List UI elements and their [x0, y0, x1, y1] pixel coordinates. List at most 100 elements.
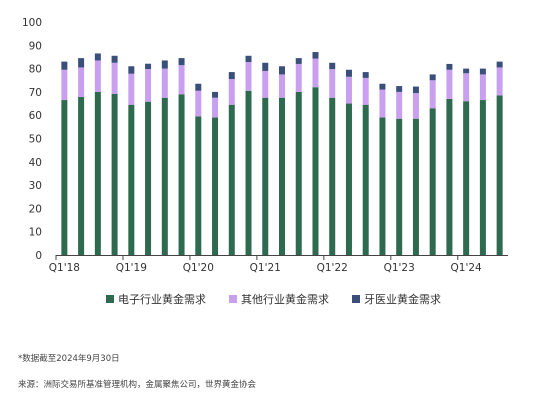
bar-segment-2: [262, 70, 269, 98]
bar-segment-2: [329, 69, 336, 98]
bars: [61, 52, 503, 256]
y-tick-label: 0: [35, 250, 42, 262]
bar-segment-3: [396, 86, 403, 92]
bar-segment-3: [245, 55, 252, 63]
bar-segment-1: [94, 91, 101, 256]
bar-segment-1: [496, 95, 503, 255]
bar-segment-1: [78, 97, 85, 255]
bar-segment-2: [396, 91, 403, 119]
bar-segment-3: [496, 61, 503, 68]
bar-segment-2: [161, 68, 168, 98]
bar-segment-3: [279, 66, 285, 75]
bar-segment-3: [212, 91, 219, 98]
x-tick-label: Q1'19: [116, 262, 147, 274]
y-tick-label: 20: [29, 203, 42, 215]
bar-segment-1: [245, 90, 252, 256]
bar-segment-1: [312, 87, 319, 256]
bar-segment-3: [329, 62, 336, 70]
bar-segment-3: [178, 58, 185, 66]
y-axis: 0 10 20 30 40 50 60 70 80 90 100: [22, 17, 42, 262]
bar-segment-1: [446, 98, 453, 255]
y-tick-label: 60: [29, 110, 42, 122]
bar-segment-2: [362, 77, 369, 105]
bar-segment-1: [295, 91, 302, 256]
bar-segment-2: [61, 69, 68, 101]
x-tick-label: Q1'20: [183, 262, 214, 274]
bar-segment-1: [412, 118, 419, 255]
bar-segment-3: [228, 72, 235, 80]
bar-segment-2: [212, 97, 219, 118]
bar-segment-1: [429, 108, 436, 256]
bar-segment-1: [178, 94, 185, 255]
legend-label: 电子行业黄金需求: [118, 292, 206, 306]
legend-swatch: [106, 295, 114, 303]
bar-segment-1: [345, 103, 352, 255]
bar-segment-2: [479, 74, 486, 101]
bar-segment-2: [78, 67, 85, 98]
bar-segment-2: [379, 89, 386, 118]
bar-segment-3: [312, 52, 319, 59]
bar-segment-3: [262, 62, 269, 71]
y-tick-label: 90: [29, 40, 42, 52]
bar-segment-1: [329, 97, 336, 255]
x-axis: Q1'18 Q1'19 Q1'20 Q1'21 Q1'22 Q1'23 Q1'24: [49, 255, 508, 274]
footnote: *数据截至2024年9月30日: [18, 354, 120, 364]
bar-segment-1: [161, 97, 168, 255]
bar-segment-2: [145, 69, 152, 102]
y-tick-label: 10: [29, 227, 42, 239]
legend-swatch: [352, 295, 360, 303]
bar-segment-2: [245, 62, 252, 91]
legend-swatch: [229, 295, 237, 303]
bar-segment-1: [128, 104, 135, 255]
bar-segment-1: [379, 117, 386, 255]
bar-segment-1: [195, 116, 202, 256]
bar-segment-1: [111, 93, 118, 255]
legend-label: 牙医业黄金需求: [364, 292, 441, 306]
legend-label: 其他行业黄金需求: [241, 292, 329, 306]
bar-segment-2: [94, 60, 101, 92]
bar-segment-1: [479, 100, 486, 255]
y-tick-label: 50: [29, 134, 42, 146]
bar-segment-3: [345, 69, 352, 77]
bar-segment-1: [463, 101, 470, 255]
bar-segment-1: [228, 104, 235, 255]
bar-segment-2: [429, 80, 436, 109]
bar-segment-2: [312, 58, 319, 88]
bar-segment-3: [161, 60, 168, 69]
bar-segment-3: [128, 66, 135, 74]
bar-segment-3: [78, 58, 85, 68]
bar-segment-2: [446, 69, 453, 99]
bar-segment-3: [61, 61, 68, 70]
bar-segment-2: [345, 76, 352, 104]
bar-segment-2: [228, 79, 235, 105]
bar-segment-3: [295, 58, 302, 64]
bar-segment-2: [128, 73, 135, 105]
bar-segment-1: [279, 97, 285, 255]
bar-segment-3: [94, 53, 101, 61]
bar-segment-3: [429, 74, 436, 81]
bar-segment-3: [195, 83, 202, 91]
y-tick-label: 100: [22, 17, 42, 29]
bar-segment-2: [178, 65, 185, 95]
bar-segment-3: [412, 86, 419, 94]
x-tick-label: Q1'21: [250, 262, 281, 274]
bar-segment-2: [279, 74, 285, 98]
bar-segment-1: [145, 101, 152, 255]
bar-segment-2: [111, 62, 118, 94]
bar-segment-3: [463, 68, 470, 74]
bar-segment-2: [463, 73, 470, 102]
bar-segment-2: [496, 67, 503, 96]
bar-segment-1: [362, 104, 369, 255]
bar-segment-1: [212, 117, 219, 255]
bar-segment-1: [262, 97, 269, 255]
y-tick-label: 30: [29, 180, 42, 192]
y-tick-label: 80: [29, 64, 42, 76]
bar-segment-2: [295, 63, 302, 92]
bar-segment-2: [195, 90, 202, 117]
bar-segment-3: [111, 55, 118, 63]
x-tick-label: Q1'24: [451, 262, 483, 274]
bar-segment-3: [446, 63, 453, 70]
bar-segment-1: [396, 118, 403, 255]
x-tick-label: Q1'18: [49, 262, 80, 274]
